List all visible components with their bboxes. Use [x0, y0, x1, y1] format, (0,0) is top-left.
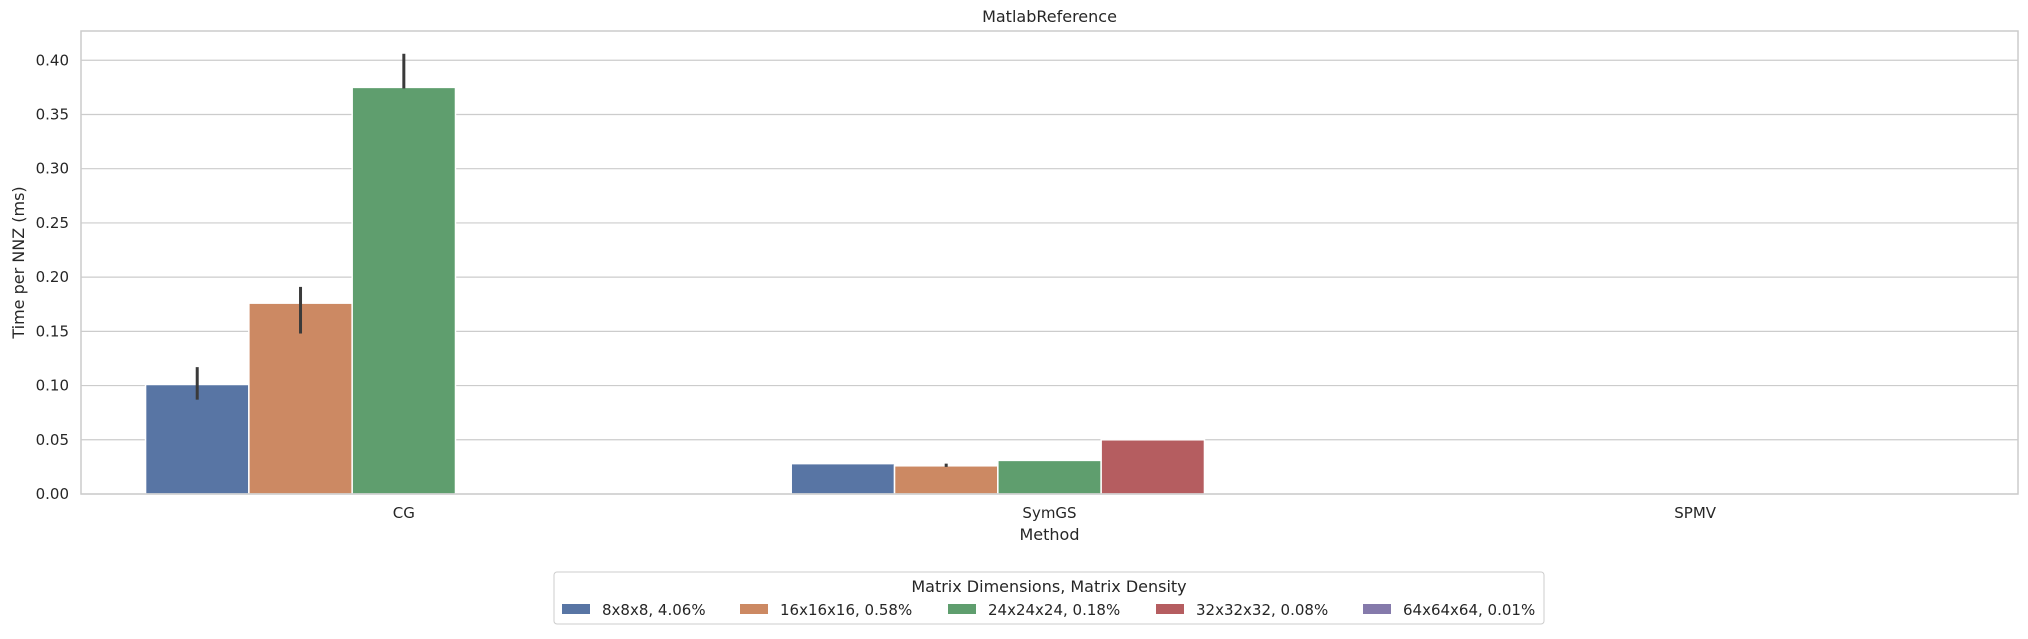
y-tick-label: 0.20	[36, 268, 69, 286]
bar	[893, 465, 999, 495]
legend-box	[553, 571, 1545, 625]
legend-item: 16x16x16, 0.58%	[740, 601, 912, 619]
legend-label: 24x24x24, 0.18%	[988, 601, 1120, 619]
x-axis-label: Method	[1019, 525, 1079, 544]
legend-item: 8x8x8, 4.06%	[562, 601, 706, 619]
legend-swatch	[562, 604, 590, 614]
plot-frame	[80, 30, 2019, 495]
x-axis-ticks: CG SymGS SPMV	[393, 504, 1717, 522]
error-bars	[195, 53, 948, 467]
bar	[351, 86, 457, 495]
legend-swatch	[948, 604, 976, 614]
legend-swatch	[1156, 604, 1184, 614]
y-tick-label: 0.05	[36, 431, 69, 449]
legend-label: 32x32x32, 0.08%	[1196, 601, 1328, 619]
legend-item: 64x64x64, 0.01%	[1363, 601, 1535, 619]
bars	[144, 86, 1206, 495]
y-tick-label: 0.25	[36, 214, 69, 232]
bar	[997, 459, 1102, 495]
y-tick-label: 0.15	[36, 322, 69, 340]
bar	[144, 383, 250, 495]
y-tick-label: 0.30	[36, 160, 69, 178]
y-axis-label: Time per NNZ (ms)	[9, 186, 28, 339]
legend: Matrix Dimensions, Matrix Density 8x8x8,…	[553, 571, 1545, 625]
x-tick-label: SPMV	[1674, 504, 1717, 522]
y-tick-label: 0.00	[36, 485, 69, 503]
bar	[1100, 439, 1206, 495]
legend-label: 64x64x64, 0.01%	[1403, 601, 1535, 619]
bar	[790, 462, 896, 495]
legend-label: 8x8x8, 4.06%	[602, 601, 706, 619]
legend-label: 16x16x16, 0.58%	[780, 601, 912, 619]
x-tick-label: CG	[393, 504, 415, 522]
legend-swatch	[1363, 604, 1391, 614]
legend-swatch	[740, 604, 768, 614]
y-tick-label: 0.10	[36, 377, 69, 395]
chart-title: MatlabReference	[982, 7, 1117, 26]
y-tick-label: 0.35	[36, 105, 69, 123]
legend-title: Matrix Dimensions, Matrix Density	[911, 577, 1186, 596]
y-tick-label: 0.40	[36, 51, 69, 69]
x-tick-label: SymGS	[1022, 504, 1076, 522]
legend-item: 32x32x32, 0.08%	[1156, 601, 1328, 619]
y-axis-ticks: 0.00 0.05 0.10 0.15 0.20 0.25 0.30 0.35 0.40	[36, 51, 69, 503]
legend-item: 24x24x24, 0.18%	[948, 601, 1120, 619]
legend-items: 8x8x8, 4.06% 16x16x16, 0.58% 24x24x24, 0.1…	[562, 601, 1535, 619]
